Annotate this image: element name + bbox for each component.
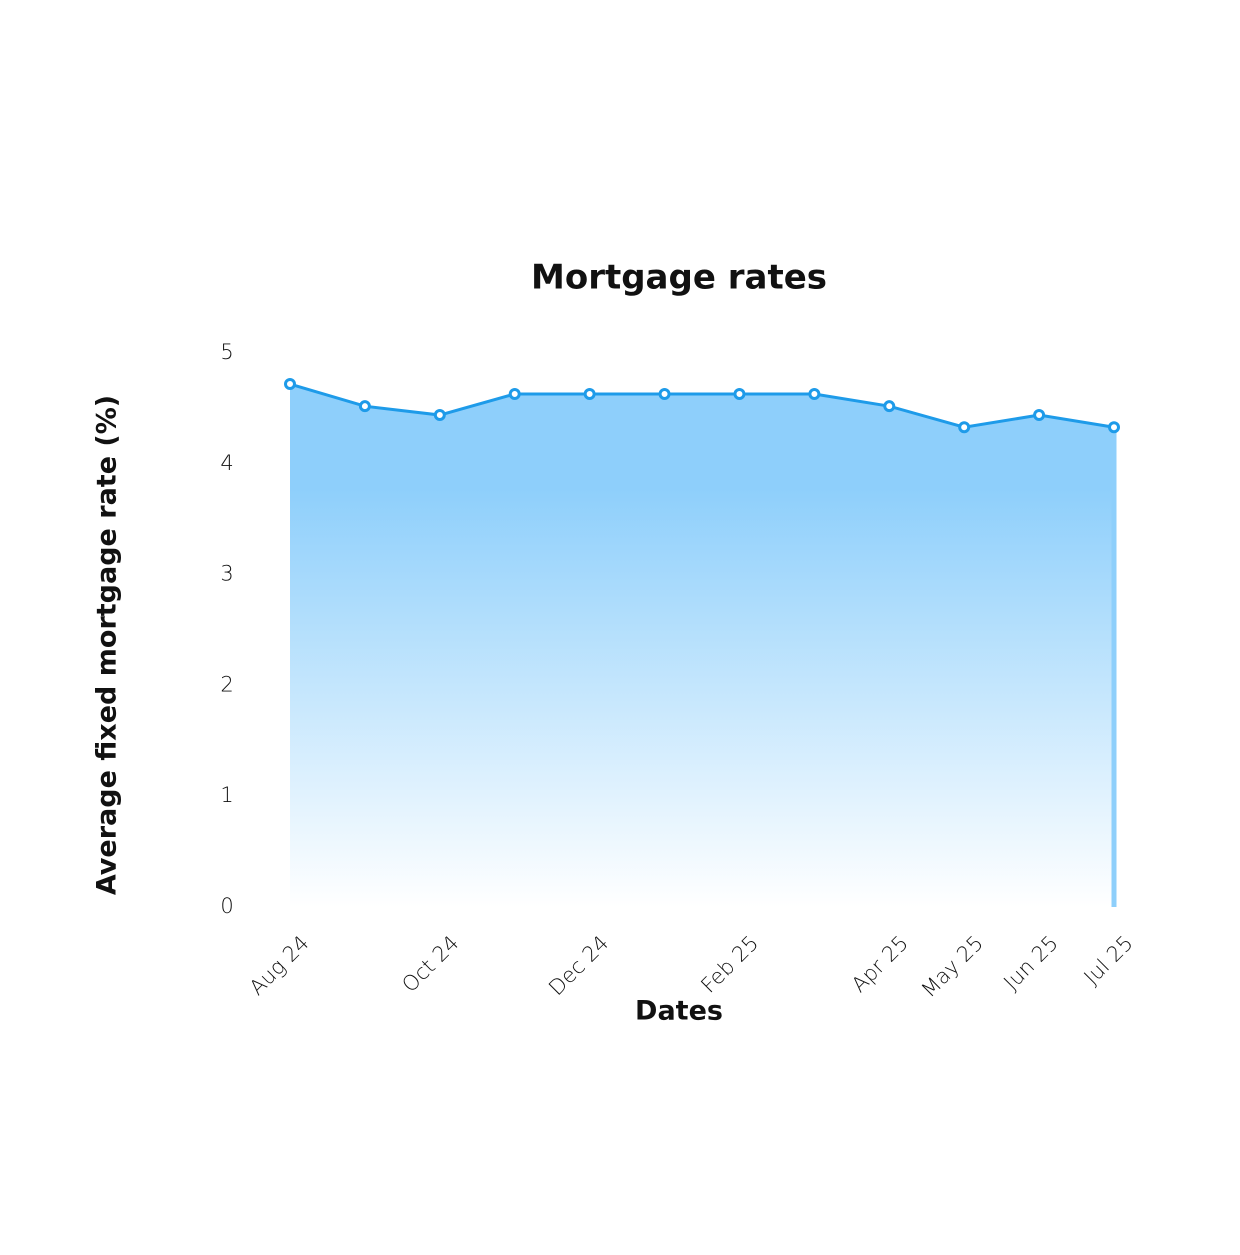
point	[883, 400, 896, 413]
point	[808, 387, 821, 400]
point	[1108, 421, 1120, 434]
point	[958, 421, 971, 434]
point	[733, 387, 746, 400]
x-tick-label: Jul 25	[1079, 931, 1138, 990]
line	[289, 382, 1115, 429]
point	[284, 378, 296, 391]
x-tick-label: Oct 24	[397, 931, 463, 997]
x-tick-label: Jun 25	[999, 931, 1063, 995]
y-tick-label: 4	[220, 451, 233, 475]
point	[583, 387, 596, 400]
y-tick-label: 5	[220, 340, 233, 364]
y-tick-label: 2	[220, 672, 233, 696]
x-tick-label: May 25	[917, 931, 988, 1002]
x-tick-label: Feb 25	[696, 931, 763, 998]
area-fill	[290, 384, 1114, 907]
chart-title: Mortgage rates	[531, 258, 827, 298]
y-tick-label: 1	[220, 783, 233, 807]
y-axis-title: Average fixed mortgage rate (%)	[92, 395, 123, 895]
point	[658, 387, 671, 400]
y-tick-label: 0	[220, 894, 233, 918]
point	[1033, 409, 1046, 422]
point	[433, 409, 446, 422]
x-tick-label: Aug 24	[245, 931, 314, 1000]
x-tick-label: Apr 25	[847, 931, 913, 997]
point	[508, 387, 521, 400]
y-tick-label: 3	[220, 562, 233, 586]
x-axis-title: Dates	[635, 996, 723, 1027]
point	[358, 400, 371, 413]
x-tick-label: Dec 24	[544, 931, 613, 1000]
